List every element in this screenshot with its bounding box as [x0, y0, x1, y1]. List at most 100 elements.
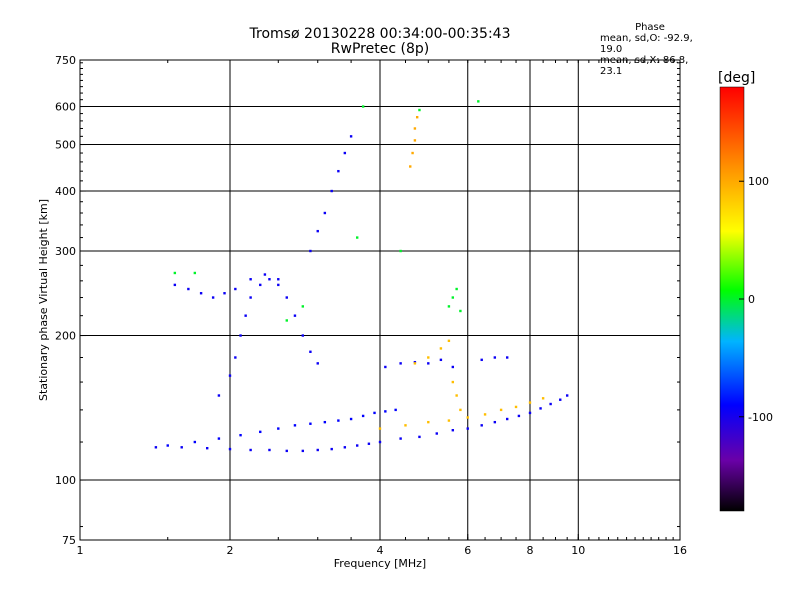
- y-axis-title: Stationary phase Virtual Height [km]: [37, 199, 50, 401]
- data-point: [451, 365, 455, 369]
- data-point: [180, 446, 183, 449]
- data-point: [413, 362, 417, 365]
- data-point: [411, 151, 414, 155]
- data-point: [277, 278, 280, 281]
- colorbar-tick-label: 0: [748, 293, 755, 306]
- x-tick-label: 2: [227, 544, 234, 557]
- grid-lines: [80, 60, 680, 540]
- data-point: [361, 414, 365, 418]
- data-point: [439, 347, 443, 350]
- data-point: [259, 430, 262, 434]
- data-point: [228, 374, 232, 377]
- data-point: [455, 394, 458, 397]
- data-point: [439, 358, 443, 362]
- data-point: [483, 413, 487, 416]
- data-point: [505, 356, 509, 359]
- data-point: [337, 169, 340, 173]
- data-point: [399, 362, 402, 365]
- data-point: [217, 437, 221, 440]
- data-point: [378, 427, 382, 430]
- data-point: [199, 292, 203, 295]
- data-point: [268, 278, 271, 281]
- y-tick-label: 300: [55, 245, 76, 258]
- data-point: [309, 249, 312, 253]
- data-point: [249, 448, 252, 452]
- data-point: [277, 427, 280, 430]
- data-point: [316, 448, 319, 452]
- data-points: [154, 100, 569, 453]
- data-point: [234, 287, 237, 291]
- data-point: [234, 356, 237, 359]
- y-tick-label: 750: [55, 54, 76, 67]
- data-point: [193, 440, 197, 444]
- data-point: [223, 292, 226, 295]
- x-tick-label: 8: [527, 544, 534, 557]
- data-point: [409, 165, 412, 168]
- data-point: [427, 420, 430, 424]
- data-point: [154, 446, 158, 449]
- data-point: [384, 410, 387, 413]
- data-point: [301, 449, 305, 453]
- y-axis-ticks: 75 100 200 300 400 500 600 750: [55, 54, 680, 547]
- y-tick-label: 600: [55, 101, 76, 114]
- phase-stats-heading: Phase: [635, 22, 665, 33]
- data-point: [166, 444, 169, 447]
- data-point: [427, 362, 430, 365]
- colorbar-tick-label: -100: [748, 411, 773, 424]
- data-point: [493, 420, 497, 424]
- x-tick-label: 16: [673, 544, 687, 557]
- data-point: [316, 362, 319, 365]
- data-point: [343, 446, 347, 449]
- data-point: [541, 397, 545, 400]
- data-point: [427, 356, 430, 359]
- data-point: [466, 427, 469, 430]
- colorbar-ticks: 100 0 -100: [739, 175, 773, 424]
- data-point: [549, 402, 552, 406]
- data-point: [249, 296, 252, 299]
- y-tick-label: 100: [55, 474, 76, 487]
- data-point: [249, 278, 252, 281]
- data-point: [528, 411, 532, 415]
- data-point: [499, 408, 503, 412]
- colorbar-unit: [deg]: [718, 70, 756, 86]
- data-point: [367, 442, 371, 445]
- data-point: [293, 424, 297, 427]
- data-point: [418, 435, 421, 439]
- data-point: [559, 398, 562, 401]
- chart-subtitle: RwPretec (8p): [330, 41, 430, 57]
- data-point: [361, 105, 365, 108]
- data-point: [309, 350, 312, 353]
- data-point: [187, 287, 190, 291]
- data-point: [337, 419, 340, 422]
- data-point: [384, 365, 387, 369]
- data-point: [205, 446, 209, 450]
- data-point: [447, 419, 451, 422]
- data-point: [565, 394, 569, 397]
- data-point: [399, 249, 402, 253]
- y-tick-label: 400: [55, 185, 76, 198]
- data-point: [378, 440, 382, 444]
- data-point: [330, 189, 333, 193]
- x-tick-label: 6: [464, 544, 471, 557]
- x-axis-title: Frequency [MHz]: [334, 557, 426, 570]
- data-point: [459, 309, 462, 313]
- data-point: [404, 424, 407, 427]
- data-point: [211, 296, 215, 299]
- data-point: [451, 380, 455, 384]
- data-point: [193, 271, 197, 275]
- colorbar-tick-label: 100: [748, 175, 769, 188]
- chart-title-block: Tromsø 20130228 00:34:00-00:35:43 RwPret…: [180, 27, 580, 57]
- x-tick-label: 10: [571, 544, 585, 557]
- data-point: [399, 437, 402, 440]
- x-tick-label: 1: [77, 544, 84, 557]
- x-tick-label: 4: [377, 544, 384, 557]
- data-point: [447, 305, 451, 308]
- data-point: [451, 429, 455, 432]
- data-point: [455, 287, 458, 291]
- data-point: [415, 116, 419, 119]
- data-point: [228, 447, 232, 451]
- data-point: [323, 420, 327, 424]
- data-point: [330, 447, 333, 451]
- data-point: [355, 236, 359, 239]
